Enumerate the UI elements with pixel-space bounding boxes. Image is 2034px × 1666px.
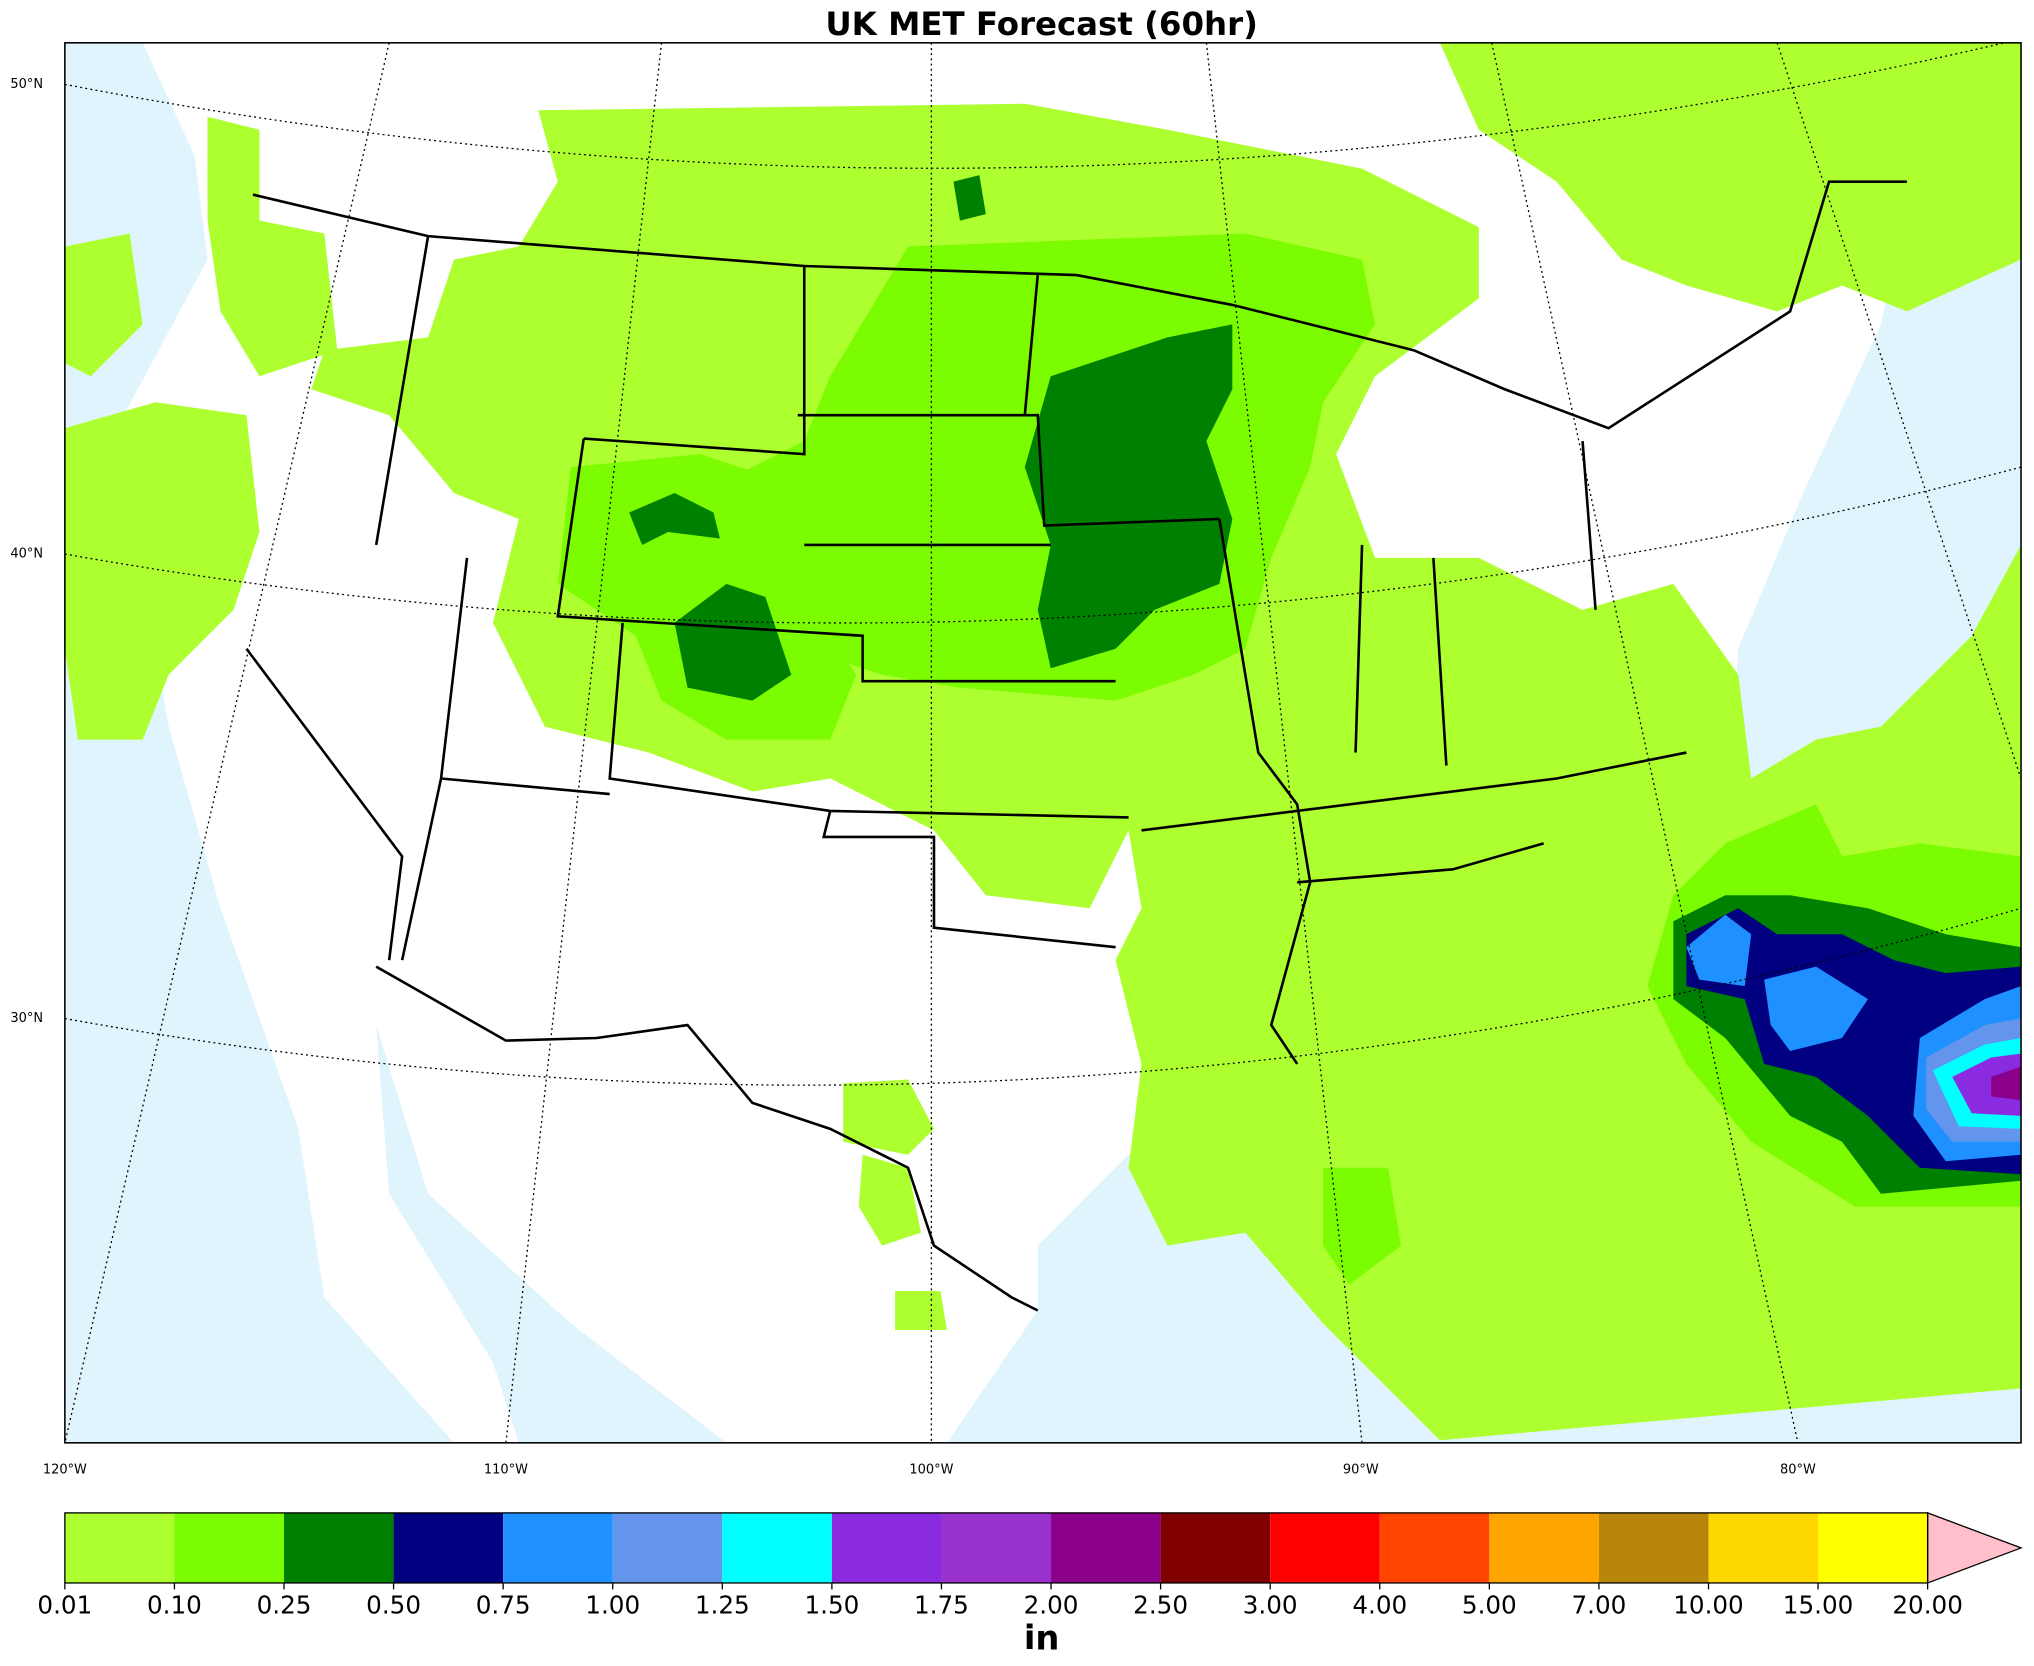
colorbar-tick-label: 2.50 — [1133, 1590, 1188, 1619]
lon-label: 90°W — [1343, 1463, 1379, 1478]
colorbar-box — [1379, 1512, 1490, 1583]
colorbar-tick-label: 4.00 — [1352, 1590, 1407, 1619]
colorbar-box — [1489, 1512, 1599, 1583]
lon-label: 110°W — [484, 1463, 528, 1478]
colorbar-tick-label: 2.00 — [1024, 1590, 1079, 1619]
colorbar-tick-label: 10.00 — [1673, 1590, 1743, 1619]
colorbar-tick-label: 20.00 — [1892, 1590, 1962, 1619]
graticule — [64, 42, 2022, 1443]
colorbar-box — [284, 1512, 394, 1583]
precip-area — [1764, 966, 1868, 1051]
precip-area — [64, 402, 260, 740]
colorbar-box — [1160, 1512, 1271, 1583]
map-frame — [64, 42, 2022, 1444]
colorbar-box — [393, 1512, 504, 1583]
colorbar-tick-label: 1.50 — [804, 1590, 859, 1619]
colorbar-tick-label: 0.10 — [147, 1590, 202, 1619]
borders — [245, 180, 1907, 1312]
colorbar-box — [722, 1512, 832, 1583]
colorbar-box — [174, 1512, 285, 1583]
precip — [64, 42, 2022, 1441]
lon-labels: 120°W 110°W 100°W 90°W 80°W — [43, 1463, 1816, 1478]
colorbar-tick-label: 1.25 — [695, 1590, 750, 1619]
colorbar-box — [831, 1512, 942, 1583]
precip-area — [1991, 1066, 2022, 1101]
precip-area — [1323, 1167, 1401, 1285]
map — [64, 42, 2022, 1443]
lon-label: 120°W — [43, 1463, 87, 1478]
precip-area — [895, 1291, 947, 1330]
colorbar: 0.01 0.10 0.25 0.50 0.75 1.00 1.25 1.50 1.75 2.00… — [37, 1511, 2023, 1658]
colorbar-tick-label: 1.00 — [585, 1590, 640, 1619]
colorbar-tick-label: 0.75 — [476, 1590, 531, 1619]
colorbar-tick-label: 15.00 — [1783, 1590, 1853, 1619]
colorbar-tick-label: 0.01 — [37, 1590, 92, 1619]
colorbar-frame — [64, 1512, 1929, 1584]
precip-area — [311, 103, 2022, 1441]
colorbar-box — [941, 1512, 1052, 1583]
colorbar-unit: in — [1024, 1619, 1060, 1658]
precip-area — [1024, 324, 1233, 669]
precip-area — [858, 1154, 922, 1246]
lat-label: 50°N — [10, 77, 43, 92]
lat-label: 30°N — [10, 1011, 43, 1026]
precip-area — [1686, 914, 1752, 987]
lat-labels: 50°N 40°N 30°N — [10, 77, 43, 1026]
precip-area — [674, 583, 792, 701]
precip-area — [1952, 1053, 2022, 1116]
lat-label: 40°N — [10, 547, 43, 562]
colorbar-box — [612, 1512, 723, 1583]
precip-area — [953, 175, 986, 221]
colorbar-tick-label: 0.25 — [257, 1590, 312, 1619]
title: UK MET Forecast (60hr) — [825, 5, 1258, 43]
precip-area — [629, 493, 720, 545]
precip-area — [207, 116, 338, 377]
colorbar-tick-label: 0.50 — [366, 1590, 421, 1619]
lon-label: 100°W — [909, 1463, 953, 1478]
colorbar-tick-label: 3.00 — [1243, 1590, 1298, 1619]
colorbar-extend — [1926, 1511, 2023, 1584]
colorbar-box — [1708, 1512, 1819, 1583]
colorbar-box — [64, 1512, 175, 1583]
precip-area — [843, 1079, 934, 1155]
colorbar-tick-label: 1.75 — [914, 1590, 969, 1619]
colorbar-box — [503, 1512, 613, 1583]
colorbar-tick-label: 7.00 — [1571, 1590, 1626, 1619]
precip-area — [1439, 42, 2022, 312]
lon-label: 80°W — [1780, 1463, 1816, 1478]
precip-area — [64, 233, 143, 377]
colorbar-box — [1051, 1512, 1161, 1583]
colorbar-box — [1818, 1512, 1928, 1583]
colorbar-tick-label: 5.00 — [1462, 1590, 1517, 1619]
colorbar-box — [1598, 1512, 1709, 1583]
colorbar-box — [1270, 1512, 1380, 1583]
